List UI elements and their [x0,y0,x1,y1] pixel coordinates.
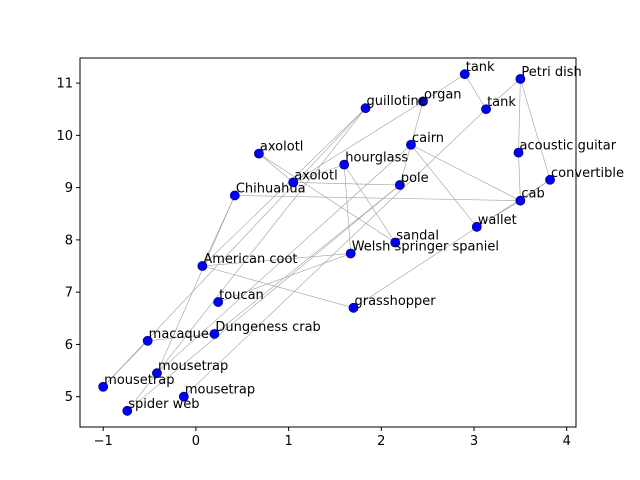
point-label: mousetrap [185,383,255,398]
edge-line [410,144,521,201]
point-label: toucan [219,288,264,303]
y-tick-label: 6 [65,338,73,353]
point-label: pole [401,171,429,186]
data-point [418,96,428,107]
x-tick-label: 0 [192,434,200,449]
edge-line [518,152,521,201]
data-point [345,248,356,259]
point-label: sandal [396,229,439,244]
points-layer [98,69,555,416]
data-point [254,148,264,159]
point-label: cairn [412,131,444,146]
edge-line [202,107,366,267]
edge-line [127,107,366,411]
data-point [197,261,208,271]
edge-line [202,265,354,309]
edge-line [183,109,487,397]
data-point [394,180,405,190]
edge-line [218,253,351,303]
data-point [390,237,401,248]
data-point [471,221,482,232]
edge-line [343,164,396,243]
y-tick-label: 11 [56,77,73,92]
data-point [339,159,350,170]
edge-line [410,144,478,228]
x-axis: −1 0 1 2 3 4 [94,427,571,449]
data-point [152,368,162,379]
edge-line [293,164,345,183]
x-tick-label: −1 [94,434,113,449]
edge-line [102,107,366,387]
data-point [406,139,416,150]
data-point [348,302,359,313]
point-label: wallet [478,213,517,228]
edge-line [202,253,351,267]
edge-line [258,153,294,183]
point-label: convertible [551,166,624,181]
y-tick-label: 7 [65,286,73,301]
edge-line [464,74,487,110]
edge-line [520,78,551,180]
y-tick-label: 10 [56,129,73,144]
y-tick-label: 8 [65,233,73,248]
edge-line [422,73,465,102]
point-label: tank [487,95,516,110]
data-point [545,174,555,185]
point-label: Chihuahua [236,181,306,196]
data-point [98,381,109,392]
edge-line [214,184,401,335]
point-label: hourglass [345,151,408,166]
y-axis: 5 6 7 8 9 10 11 [56,77,80,405]
data-point [178,391,189,402]
point-label: Dungeness crab [215,320,320,335]
point-label: guillotine [367,94,427,109]
point-label: spider web [128,397,199,412]
data-point [142,335,153,346]
edge-line [147,333,215,342]
y-tick-label: 9 [65,181,73,196]
point-label: American coot [203,252,297,267]
data-point [288,177,299,188]
edge-line [485,78,521,110]
edge-line [127,184,401,412]
point-label: organ [424,87,462,102]
y-tick-label: 5 [65,390,73,405]
data-point [459,69,470,80]
point-label: tank [466,60,495,75]
point-label: cab [521,187,544,202]
plot-frame [79,57,577,428]
edge-line [293,101,424,183]
data-point [515,195,526,206]
data-point [481,104,491,115]
x-tick-label: 1 [284,434,292,449]
point-label: axolotl [260,140,304,155]
point-label: grasshopper [354,294,436,309]
data-point [513,147,524,158]
edge-line [518,78,521,153]
point-label: macaque [149,327,209,342]
data-point [209,329,220,339]
edge-line [258,153,396,243]
data-point [229,190,240,201]
x-tick-label: 2 [377,434,385,449]
point-label: acoustic guitar [520,139,617,154]
point-label: Petri dish [521,65,581,80]
edge-line [102,340,148,387]
x-tick-label: 4 [563,434,571,449]
x-tick-label: 3 [470,434,478,449]
data-point [213,297,224,307]
edge-line [343,164,352,254]
point-label: mousetrap [158,359,228,374]
point-label: mousetrap [104,373,174,388]
data-point [360,103,371,114]
data-point [515,74,526,84]
data-point [122,405,133,416]
edge-line [293,182,400,186]
point-label: Welsh springer spaniel [352,239,499,254]
edge-line [156,195,236,374]
point-label: axolotl [294,168,338,183]
